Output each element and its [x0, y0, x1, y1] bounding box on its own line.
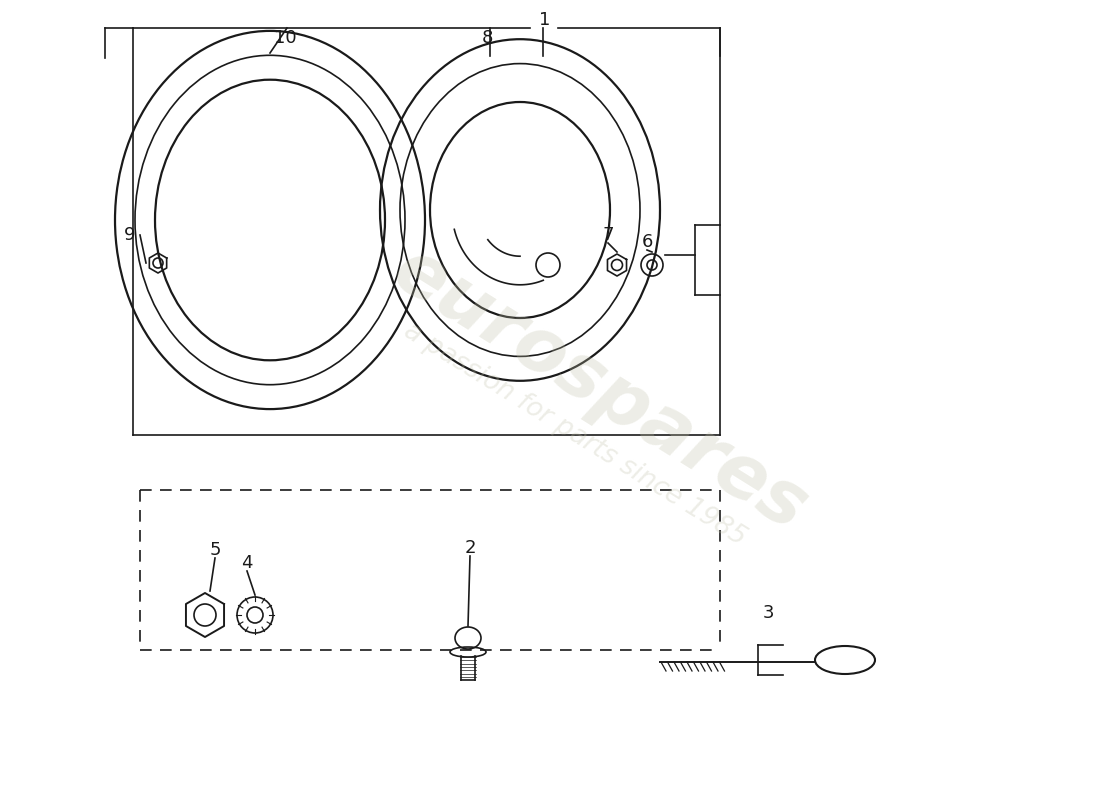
- Text: 9: 9: [124, 226, 135, 244]
- Text: a passion for parts since 1985: a passion for parts since 1985: [399, 318, 751, 551]
- Text: eurospares: eurospares: [379, 234, 821, 546]
- Text: 6: 6: [641, 233, 652, 251]
- Text: 3: 3: [762, 604, 773, 622]
- Text: 8: 8: [482, 29, 493, 47]
- Text: 2: 2: [464, 539, 475, 557]
- Text: 5: 5: [209, 541, 221, 559]
- Text: 7: 7: [603, 226, 614, 244]
- Text: 1: 1: [539, 11, 551, 29]
- Text: 10: 10: [274, 29, 296, 47]
- Text: 4: 4: [241, 554, 253, 572]
